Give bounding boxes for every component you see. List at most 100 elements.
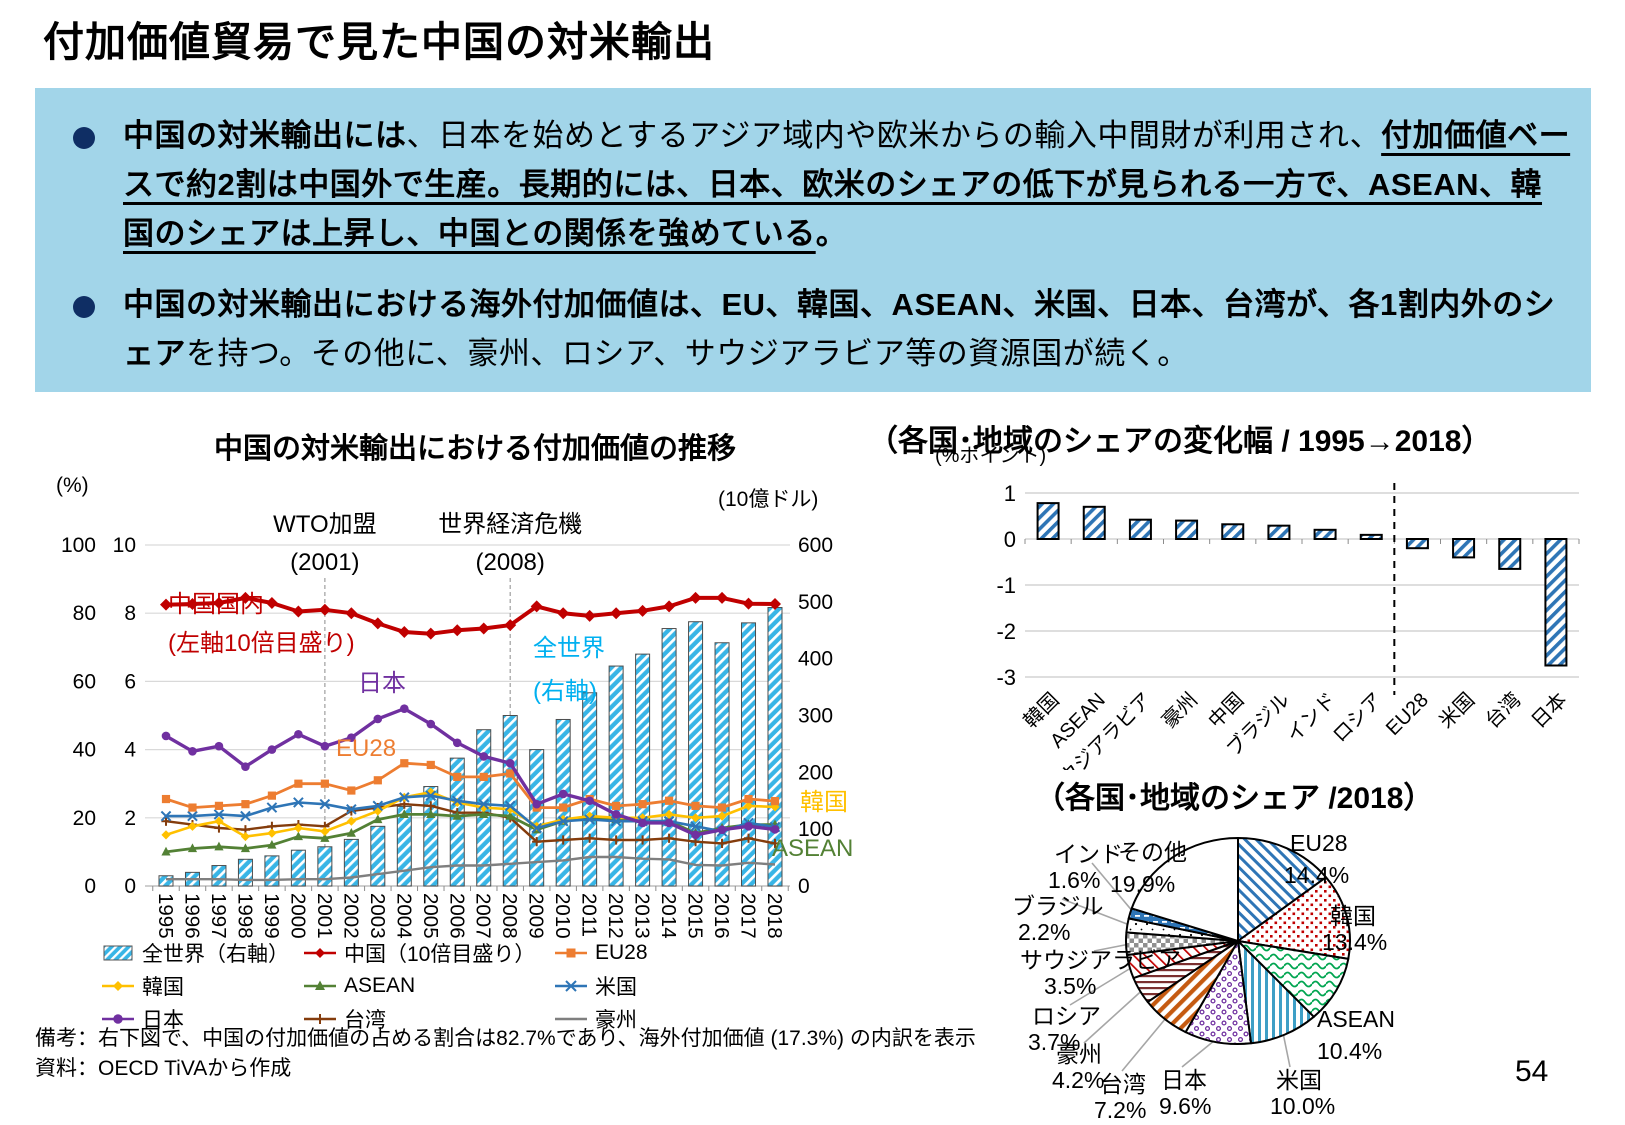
- legend-item: 米国: [553, 971, 713, 1001]
- y-axis-tick: -3: [996, 665, 1016, 690]
- pie-slice-name: ブラジル: [1012, 893, 1104, 919]
- pie-slice-value: 9.6%: [1159, 1093, 1212, 1119]
- bar: [1452, 538, 1476, 559]
- legend-label: ASEAN: [344, 974, 416, 997]
- x-axis-year: 2015: [684, 893, 707, 939]
- legend-item: 韓国: [100, 971, 302, 1001]
- legend-swatch: [304, 980, 336, 990]
- x-axis-year: 2011: [578, 893, 601, 937]
- y-axis-tick: 0: [1004, 527, 1016, 552]
- legend-swatch: [555, 980, 587, 992]
- pie-slice-name: ロシア: [1032, 1003, 1101, 1029]
- bar: [343, 838, 359, 887]
- right-axis-tick: 500: [798, 591, 833, 614]
- text-segment: 付加価値ベースで約2割は中国外で生産。長期的には、日本、欧米のシェアの低下が見ら…: [123, 118, 1571, 251]
- x-axis-year: 1998: [233, 893, 256, 939]
- bar: [237, 858, 253, 887]
- legend-label: 米国: [595, 976, 637, 999]
- bar: [1544, 538, 1568, 667]
- x-axis-year: 2009: [525, 893, 548, 939]
- summary-box: 中国の対米輸出には、日本を始めとするアジア域内や欧米からの輸入中間財が利用され、…: [35, 88, 1591, 392]
- left-axis-tick: 0: [124, 875, 136, 898]
- series-label: 中国国内: [168, 591, 264, 618]
- legend-swatch: [304, 948, 336, 958]
- pie-slice-name: 台湾: [1100, 1071, 1146, 1097]
- pie-slice-name: 米国: [1276, 1067, 1322, 1093]
- x-axis-year: 2013: [631, 893, 654, 939]
- pie-slice-name: 韓国: [1330, 903, 1376, 929]
- series-japan: [161, 704, 780, 840]
- x-axis-year: 2004: [392, 893, 415, 939]
- bullet-icon: [73, 295, 95, 318]
- series-label: 全世界: [533, 635, 605, 662]
- bar: [741, 622, 757, 887]
- left-axis-tick: 10: [113, 534, 136, 557]
- pie-slices: [1125, 837, 1351, 1045]
- bar: [158, 875, 174, 887]
- x-axis-year: 2014: [657, 893, 680, 939]
- x-axis-category: ロシア: [1329, 689, 1387, 747]
- legend-label: 豪州: [595, 1009, 637, 1032]
- legend-label: 台湾: [344, 1009, 386, 1032]
- pie-slice-value: 19.9%: [1110, 871, 1176, 897]
- change-chart: （各国･地域のシェアの変化幅 / 1995→2018） (%ポイント) 1 0 -1…: [860, 398, 1625, 770]
- page-title: 付加価値貿易で見た中国の対米輸出: [43, 19, 715, 65]
- bar: [211, 865, 227, 887]
- x-axis-category: 米国: [1435, 688, 1480, 733]
- x-axis-category: 豪州: [1158, 688, 1203, 733]
- pie-slice: [1130, 837, 1239, 942]
- x-axis-year: 2002: [339, 893, 362, 939]
- leader-line: [1061, 898, 1134, 927]
- pie-slice-value: 1.6%: [1048, 867, 1101, 893]
- legend-item: 日本: [100, 1004, 302, 1034]
- bullet-text: 中国の対米輸出には、日本を始めとするアジア域内や欧米からの輸入中間財が利用され、…: [123, 112, 1573, 259]
- series-label: 日本: [358, 670, 406, 697]
- event-label: 世界経済危機: [438, 511, 582, 538]
- pie-slice-value: 13.4%: [1322, 929, 1388, 955]
- left-axis-tick: 6: [124, 670, 136, 693]
- x-axis-year: 2012: [604, 893, 627, 939]
- legend-swatch: [102, 1014, 134, 1024]
- x-axis-year: 2008: [498, 893, 521, 939]
- legend-label: 日本: [142, 1009, 184, 1032]
- footnotes: 備考：右下図で、中国の付加価値の占める割合は82.7%であり、海外付加価値 (1…: [35, 1024, 976, 1085]
- series-china: [160, 591, 781, 640]
- right-axis-tick: 100: [798, 818, 833, 841]
- bar: [264, 855, 280, 887]
- text-segment: を持つ。その他に、豪州、ロシア、サウジアラビア等の資源国が続く。: [186, 335, 1189, 371]
- bar: [1128, 518, 1152, 540]
- x-axis-year: 2016: [710, 893, 733, 939]
- pie-slice-name: 日本: [1161, 1067, 1207, 1093]
- left-axis-header: (%): [56, 474, 89, 497]
- pie-slice-name: EU28: [1290, 830, 1348, 856]
- pie-slice: [1237, 940, 1350, 1018]
- change-axis-unit: (%ポイント): [935, 445, 1047, 467]
- left-axis-tick: 2: [124, 807, 136, 830]
- x-axis-year: 2006: [445, 893, 468, 939]
- series-aus: [166, 855, 776, 882]
- leader-line: [1121, 1014, 1170, 1072]
- bar: [1267, 524, 1291, 541]
- legend-item: 豪州: [553, 1004, 713, 1034]
- event-label: (2001): [290, 549, 359, 576]
- pie-chart-title: （各国･地域のシェア /2018）: [1035, 782, 1434, 815]
- bar: [1313, 528, 1337, 541]
- bar: [1082, 505, 1106, 540]
- right-axis-tick: 200: [798, 761, 833, 784]
- pie-slice-value: 3.5%: [1044, 973, 1097, 999]
- left-axis-tick: 100: [61, 534, 96, 557]
- x-axis-category: 台湾: [1481, 688, 1526, 733]
- x-axis-year: 2018: [763, 893, 786, 939]
- text-segment: 中国の対米輸出における海外付加価値は、EU、韓国、ASEAN、米国、日本、台湾が…: [123, 286, 1556, 371]
- bar: [529, 749, 545, 887]
- pie-chart: （各国･地域のシェア /2018） EU28 14.4% 韓国 13.4% ASEAN 1…: [990, 745, 1625, 1125]
- bar: [1359, 533, 1383, 541]
- legend-swatch: [555, 948, 587, 958]
- bar: [1036, 502, 1060, 540]
- bar: [317, 846, 333, 887]
- legend-item: 中国（10倍目盛り）: [302, 938, 553, 968]
- text-segment: 、日本を始めとするアジア域内や欧米からの輸入中間財が利用され、: [406, 118, 1382, 153]
- series-label: (右軸): [533, 678, 597, 705]
- series-label: (左軸10倍目盛り): [168, 630, 355, 657]
